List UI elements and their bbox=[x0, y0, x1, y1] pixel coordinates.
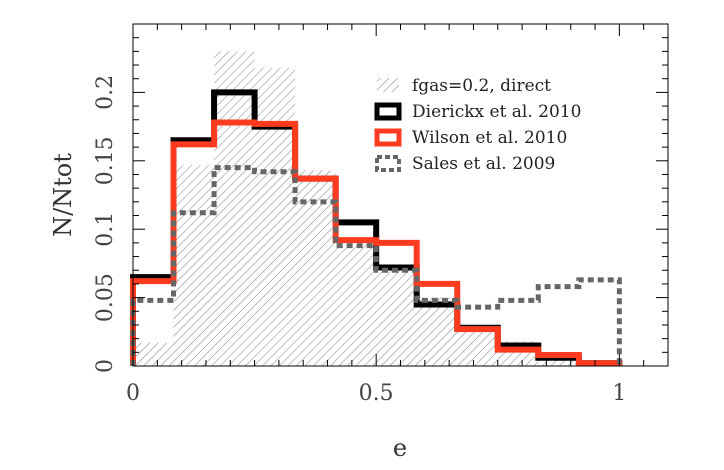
series-3 bbox=[130, 165, 622, 366]
y-tick-label: 0 bbox=[93, 359, 118, 373]
series-0 bbox=[133, 51, 620, 367]
hatched-bar-5 bbox=[335, 242, 377, 366]
legend: fgas=0.2, direct Dierickx et al. 2010 Wils… bbox=[374, 76, 581, 174]
legend-swatch bbox=[375, 155, 401, 172]
x-tick-label: 0 bbox=[126, 381, 140, 406]
x-tick-label: 1 bbox=[612, 381, 626, 406]
legend-entry-0: fgas=0.2, direct bbox=[377, 76, 551, 96]
step-line-3 bbox=[130, 165, 622, 366]
y-tick-label: 0.1 bbox=[93, 212, 118, 247]
y-tick-label: 0.2 bbox=[93, 75, 118, 110]
y-tick-label: 0.05 bbox=[93, 273, 118, 322]
hatched-bar-6 bbox=[376, 267, 417, 366]
axes: 0 0.5 1 0 0.05 0.1 0.15 0.2 e N/Ntot bbox=[49, 23, 669, 462]
series-2 bbox=[130, 119, 623, 367]
hatched-bar-0 bbox=[133, 342, 174, 366]
legend-label: Sales et al. 2009 bbox=[412, 154, 555, 174]
y-tick-label: 0.15 bbox=[93, 136, 118, 185]
legend-swatch bbox=[377, 78, 399, 92]
y-axis-title: N/Ntot bbox=[49, 153, 77, 237]
legend-label: Dierickx et al. 2010 bbox=[412, 102, 581, 122]
legend-entry-3: Sales et al. 2009 bbox=[375, 154, 555, 174]
hatched-bar-1 bbox=[173, 164, 215, 366]
legend-label: Wilson et al. 2010 bbox=[412, 128, 567, 148]
x-axis-title: e bbox=[393, 434, 407, 462]
hatched-bar-2 bbox=[214, 51, 255, 367]
step-line-2 bbox=[130, 119, 623, 367]
hatched-bar-3 bbox=[254, 67, 296, 366]
plot-area bbox=[130, 51, 623, 367]
x-tick-label: 0.5 bbox=[359, 381, 394, 406]
hatched-bar-7 bbox=[416, 297, 458, 366]
legend-swatch bbox=[374, 102, 402, 121]
legend-swatch bbox=[374, 128, 402, 147]
legend-entry-1: Dierickx et al. 2010 bbox=[374, 102, 581, 122]
legend-entry-2: Wilson et al. 2010 bbox=[374, 128, 567, 148]
legend-label: fgas=0.2, direct bbox=[412, 76, 551, 96]
